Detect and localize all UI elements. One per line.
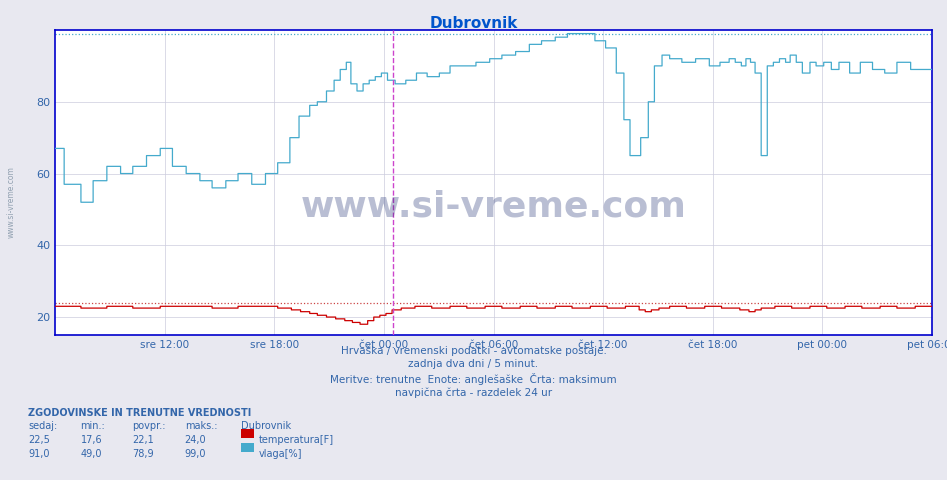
Text: 78,9: 78,9 [133,449,154,458]
Text: 17,6: 17,6 [80,434,102,444]
Text: 91,0: 91,0 [28,449,50,458]
Text: www.si-vreme.com: www.si-vreme.com [300,190,687,224]
Text: Dubrovnik: Dubrovnik [241,420,292,431]
Text: 22,5: 22,5 [28,434,50,444]
Text: Meritve: trenutne  Enote: anglešaške  Črta: maksimum: Meritve: trenutne Enote: anglešaške Črta… [331,373,616,385]
Text: ZGODOVINSKE IN TRENUTNE VREDNOSTI: ZGODOVINSKE IN TRENUTNE VREDNOSTI [28,408,252,418]
Text: zadnja dva dni / 5 minut.: zadnja dva dni / 5 minut. [408,359,539,369]
Text: maks.:: maks.: [185,420,217,431]
Text: www.si-vreme.com: www.si-vreme.com [7,166,16,238]
Text: Dubrovnik: Dubrovnik [429,16,518,31]
Text: sedaj:: sedaj: [28,420,58,431]
Text: 99,0: 99,0 [185,449,206,458]
Text: vlaga[%]: vlaga[%] [259,449,302,458]
Text: 22,1: 22,1 [133,434,154,444]
Text: temperatura[F]: temperatura[F] [259,434,333,444]
Text: navpična črta - razdelek 24 ur: navpična črta - razdelek 24 ur [395,387,552,397]
Text: 49,0: 49,0 [80,449,102,458]
Text: min.:: min.: [80,420,105,431]
Text: povpr.:: povpr.: [133,420,166,431]
Text: 24,0: 24,0 [185,434,206,444]
Text: Hrvaška / vremenski podatki - avtomatske postaje.: Hrvaška / vremenski podatki - avtomatske… [341,345,606,356]
